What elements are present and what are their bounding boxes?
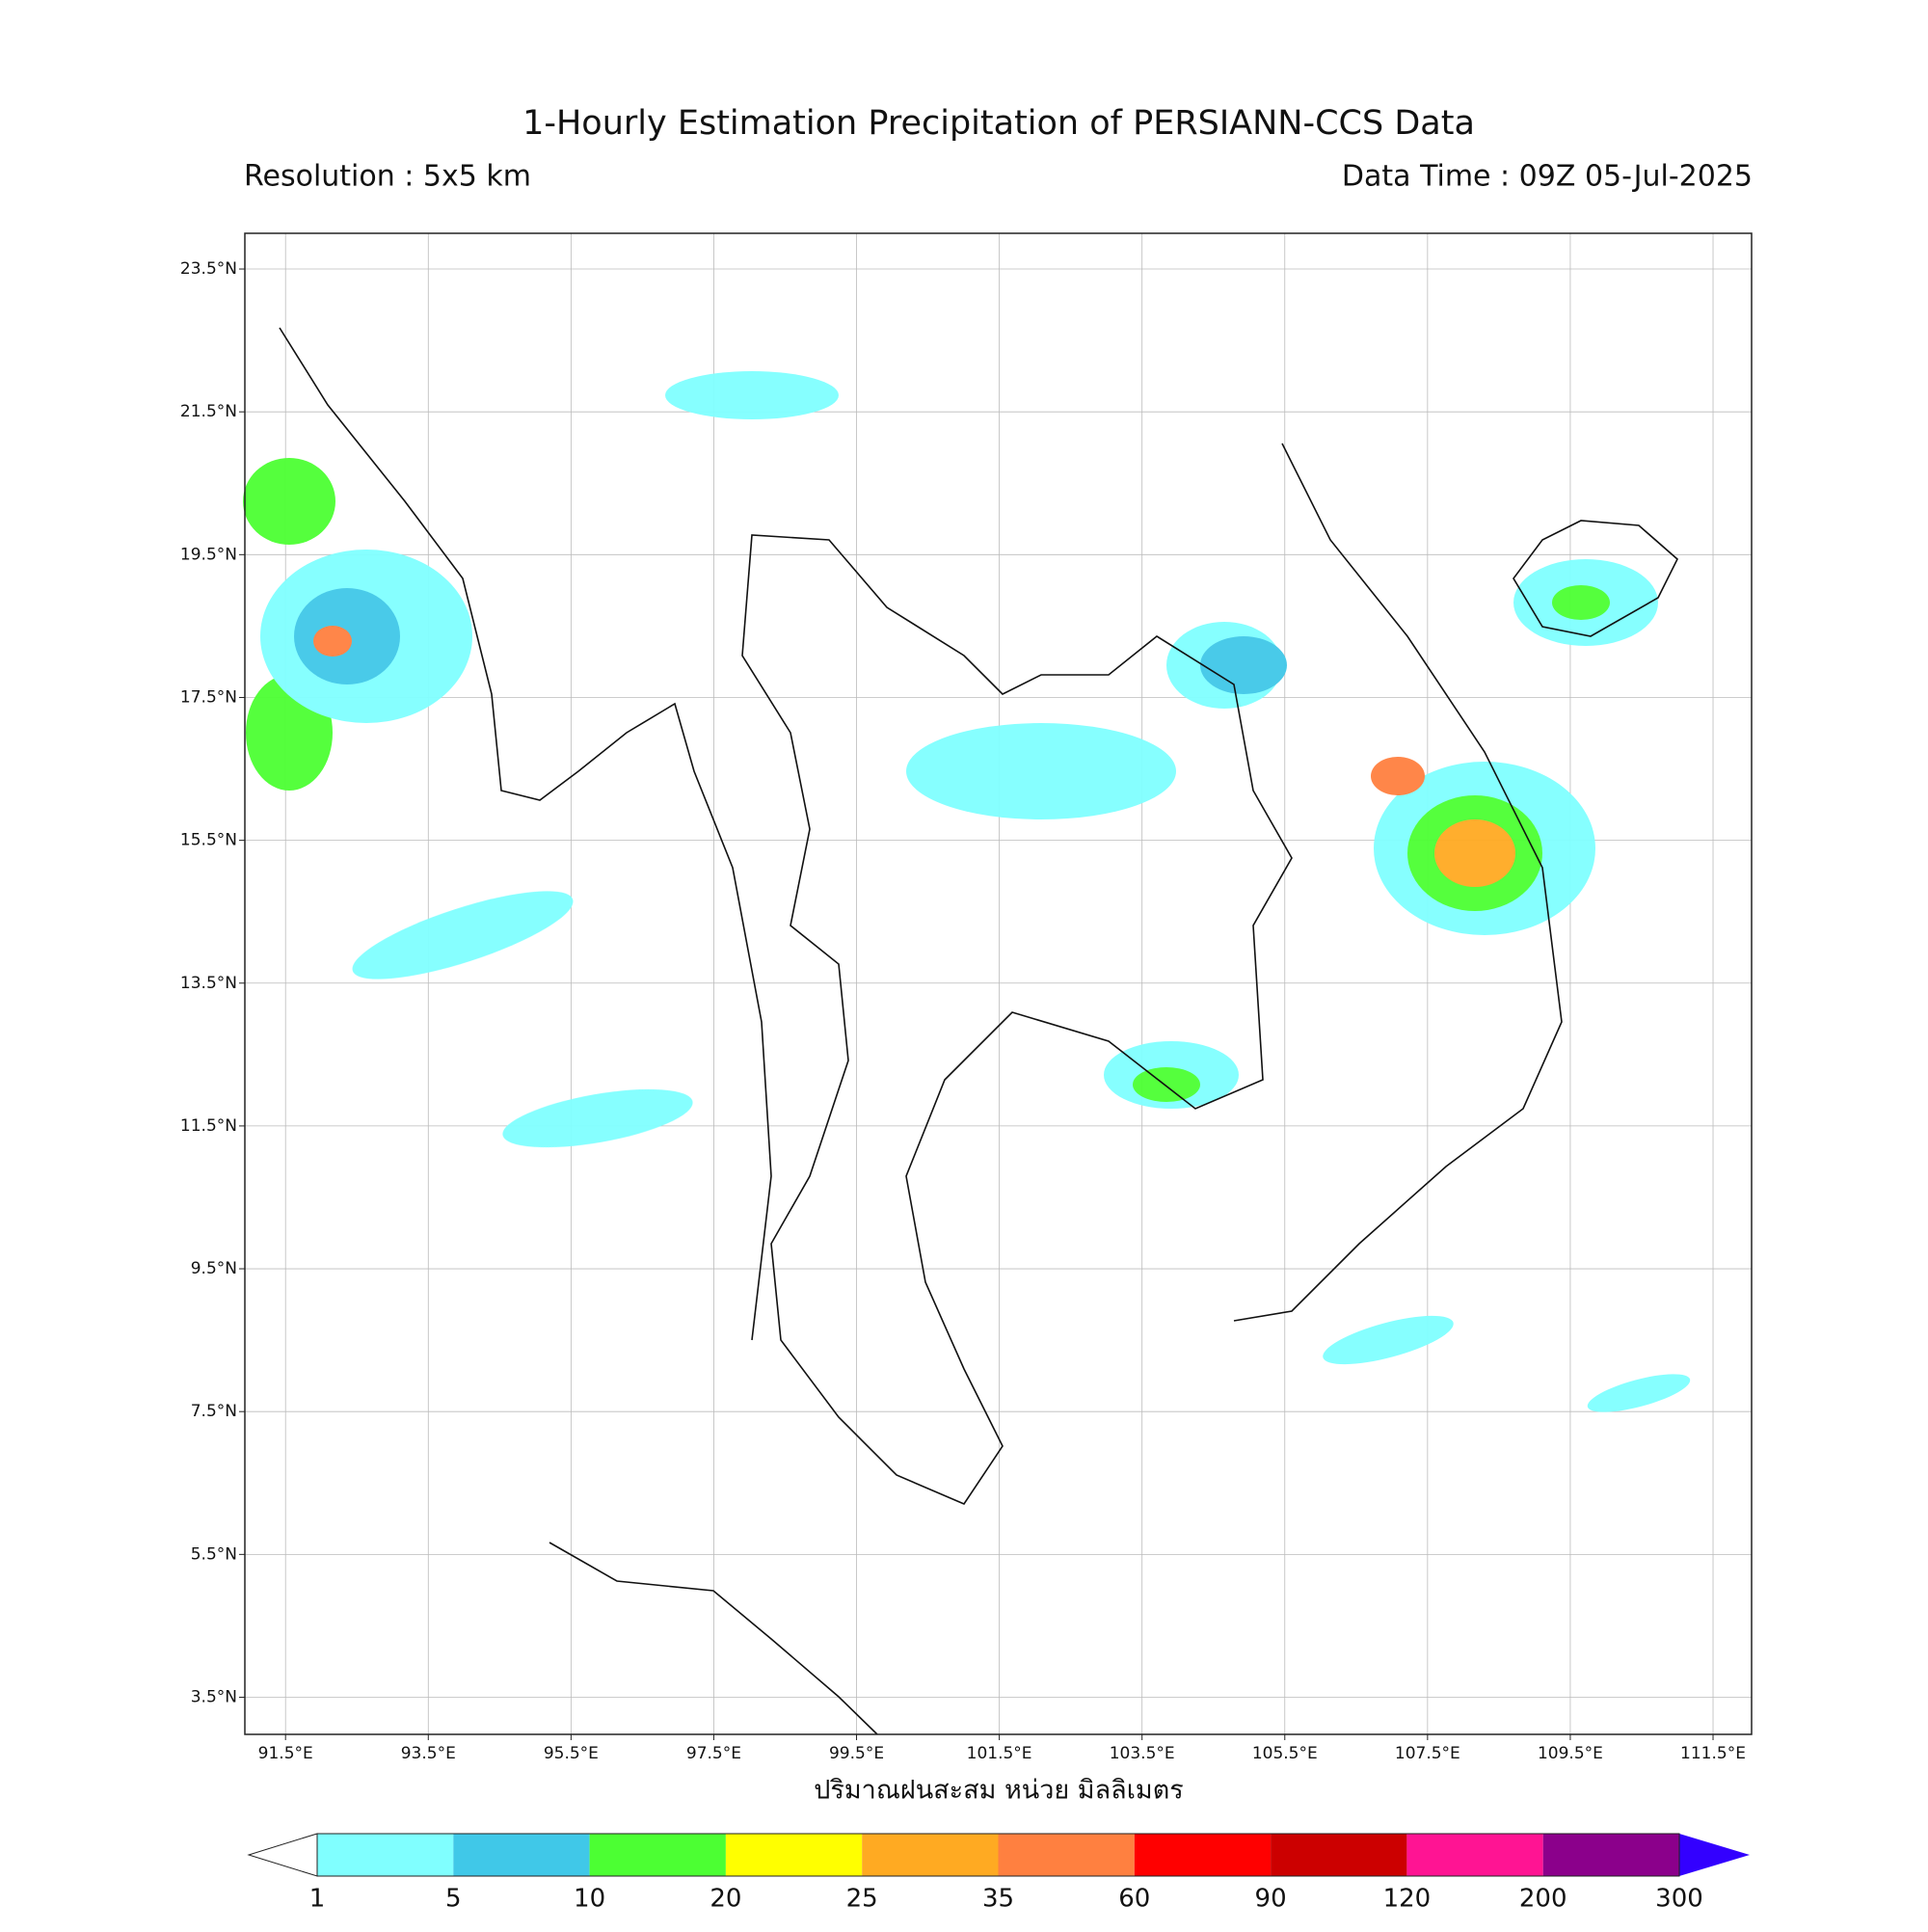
rain-area [1323, 1315, 1454, 1365]
y-tick-label: 5.5°N [191, 1544, 237, 1564]
rain-area [1200, 636, 1287, 694]
rain-area [1434, 819, 1515, 887]
rain-area [906, 723, 1176, 819]
rain-area [352, 891, 574, 979]
colorbar-box [317, 1834, 454, 1876]
colorbar-tick-label: 25 [846, 1885, 878, 1914]
colorbar-box [1271, 1834, 1407, 1876]
colorbar-frame [316, 1833, 1680, 1877]
y-tick-label: 19.5°N [180, 545, 237, 564]
rain-area [1587, 1374, 1691, 1412]
vietnam-coast [1233, 443, 1563, 1322]
colorbar-box [725, 1834, 863, 1876]
colorbar-box [589, 1834, 726, 1876]
colorbar-tick-label: 60 [1118, 1885, 1150, 1914]
x-tick-label: 101.5°E [967, 1744, 1032, 1763]
x-tick-label: 99.5°E [829, 1744, 884, 1763]
grid [245, 233, 1752, 1734]
coastlines [279, 327, 1678, 1735]
colorbar-tick-label: 120 [1383, 1885, 1432, 1914]
colorbar-box [998, 1834, 1135, 1876]
colorbar-box [1542, 1834, 1679, 1876]
colorbar-box [862, 1834, 999, 1876]
colorbar-over [1679, 1834, 1750, 1876]
map-frame [244, 232, 1753, 1735]
x-tick-label: 109.5°E [1538, 1744, 1603, 1763]
colorbar-box [1134, 1834, 1272, 1876]
colorbar-tick-label: 1 [309, 1885, 326, 1914]
colorbar-tick-label: 90 [1255, 1885, 1287, 1914]
y-tick-label: 17.5°N [180, 687, 237, 707]
colorbar-label: ปริมาณฝนสะสม หน่วย มิลลิเมตร [814, 1776, 1184, 1806]
colorbar-tick-label: 200 [1519, 1885, 1567, 1914]
thailand-outline [741, 534, 1293, 1505]
rain-area [1371, 757, 1425, 795]
title: 1-Hourly Estimation Precipitation of PER… [522, 104, 1475, 143]
y-tick-label: 7.5°N [191, 1402, 237, 1421]
x-tick-label: 91.5°E [258, 1744, 313, 1763]
rain-area [665, 371, 839, 419]
rain-area [243, 458, 335, 545]
y-tick-label: 15.5°N [180, 831, 237, 850]
x-tick-label: 105.5°E [1252, 1744, 1318, 1763]
colorbar-tick-label: 10 [574, 1885, 605, 1914]
rain-area [313, 626, 352, 657]
rain-area [502, 1088, 693, 1148]
data-time: Data Time : 09Z 05-Jul-2025 [1342, 160, 1753, 194]
y-tick-label: 13.5°N [180, 974, 237, 993]
x-tick-label: 93.5°E [401, 1744, 456, 1763]
colorbar-tick-label: 300 [1655, 1885, 1703, 1914]
colorbar-box [1406, 1834, 1543, 1876]
x-tick-label: 103.5°E [1110, 1744, 1175, 1763]
rain-area [1133, 1067, 1200, 1102]
colorbar-tick-label: 20 [710, 1885, 741, 1914]
resolution: Resolution : 5x5 km [244, 160, 531, 194]
y-tick-label: 3.5°N [191, 1687, 237, 1706]
y-tick-label: 9.5°N [191, 1259, 237, 1278]
y-tick-label: 23.5°N [180, 259, 237, 279]
colorbar-tick-label: 35 [982, 1885, 1014, 1914]
precipitation-field [243, 371, 1691, 1412]
x-tick-label: 107.5°E [1395, 1744, 1460, 1763]
myanmar-coast [279, 327, 772, 1341]
y-tick-label: 11.5°N [180, 1116, 237, 1136]
y-tick-label: 21.5°N [180, 402, 237, 421]
x-tick-label: 95.5°E [544, 1744, 599, 1763]
colorbar-under [247, 1833, 318, 1877]
rain-area [1552, 585, 1610, 620]
colorbar-tick-label: 5 [445, 1885, 462, 1914]
colorbar-box [453, 1834, 590, 1876]
x-tick-label: 97.5°E [686, 1744, 741, 1763]
hainan-coast [1513, 520, 1678, 637]
sumatra-coast [549, 1542, 878, 1735]
x-tick-label: 111.5°E [1680, 1744, 1746, 1763]
